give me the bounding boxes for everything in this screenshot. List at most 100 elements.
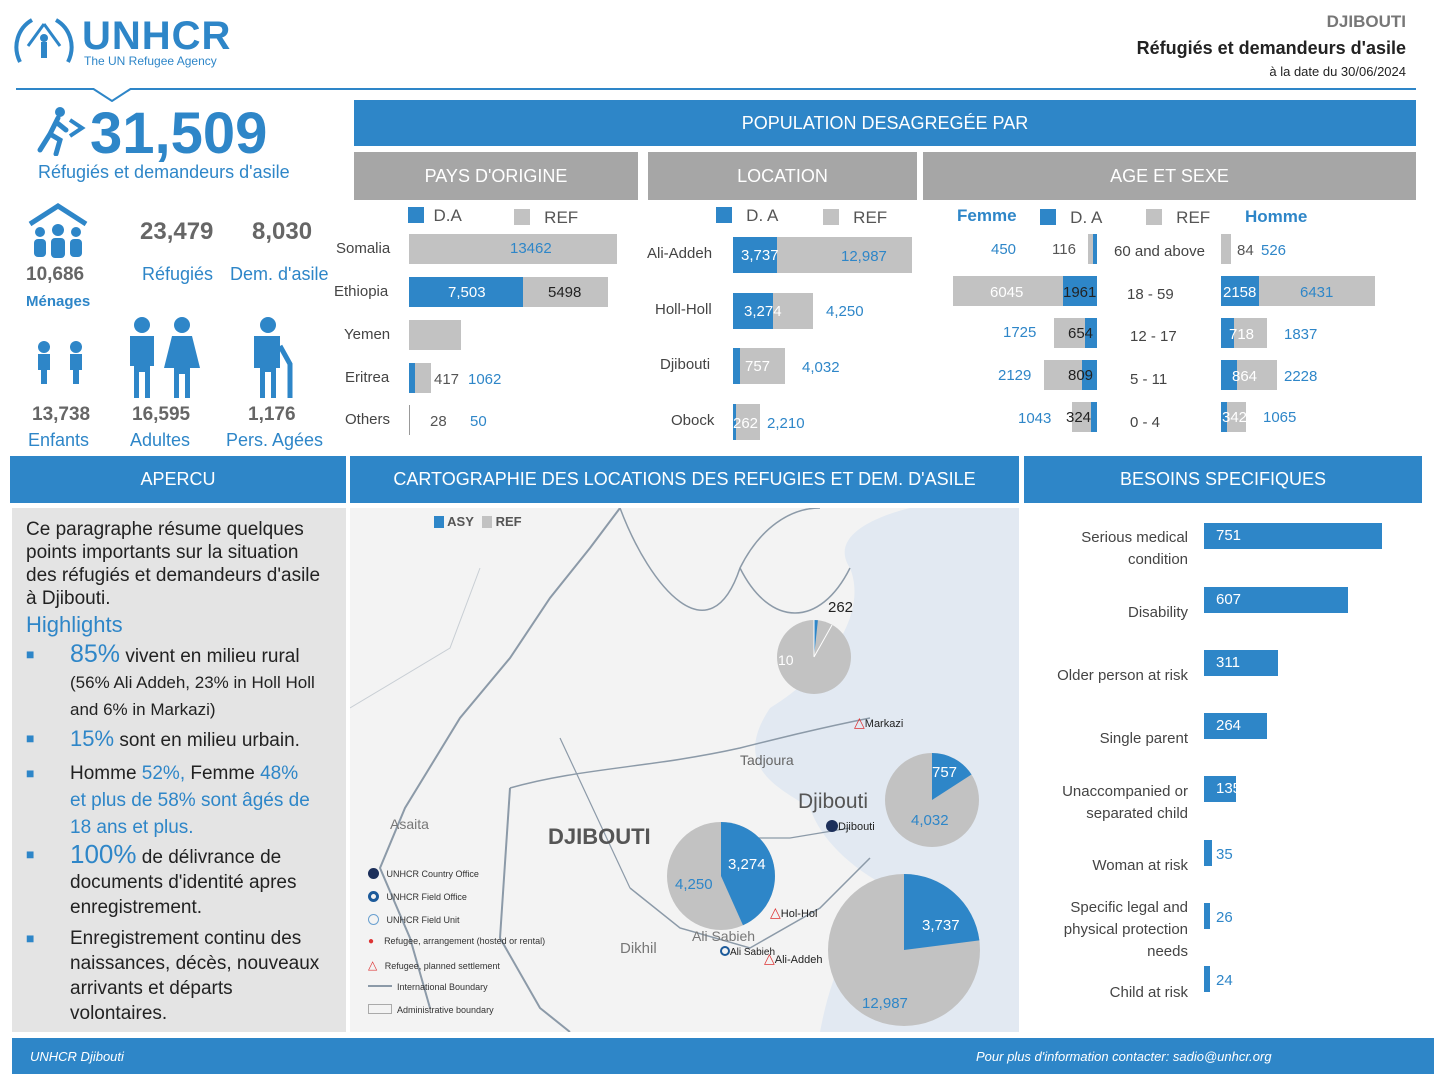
pie-djibouti-ref-label: 4,032 <box>911 812 949 829</box>
map-city-dikhil: Dikhil <box>620 940 657 957</box>
age-0-m-da-bar <box>1221 402 1227 432</box>
need-bar-older-person: 311 <box>1204 650 1278 676</box>
highlight-gender-c: Femme <box>185 763 261 784</box>
need-bar-serious-medical: 751 <box>1204 523 1382 549</box>
pie-hollholl-da-label: 3,274 <box>728 856 766 873</box>
age-12-f-ref: 1725 <box>1003 324 1037 341</box>
location-obock-ref: 2,210 <box>767 415 805 432</box>
location-aliaddeh-label: Ali-Addeh <box>647 245 713 262</box>
origin-axis <box>409 405 410 435</box>
highlight-documents-pct: 100% <box>70 839 137 869</box>
triangle-icon: △ <box>770 904 781 920</box>
age-18-m-da: 2158 <box>1223 284 1257 301</box>
map-city-tadjoura: Tadjoura <box>740 752 794 768</box>
map-legend-item: International Boundary <box>368 982 488 992</box>
highlight-rural-pct: 85% <box>70 640 121 668</box>
households-label: Ménages <box>26 293 91 310</box>
report-date: à la date du 30/06/2024 <box>1269 64 1406 79</box>
map-city-djibouti: Djibouti <box>798 790 869 813</box>
population-header: POPULATION DESAGREGÉE PAR <box>354 100 1416 146</box>
map-city-asaita: Asaita <box>390 816 429 832</box>
logo-subtitle: The UN Refugee Agency <box>84 54 217 68</box>
location-obock-da: 262 <box>733 415 759 432</box>
highlight-documents: ■ 100% de délivrance de documents d'iden… <box>26 839 332 920</box>
map-legend-item: Administrative boundary <box>368 1004 494 1015</box>
origin-ethiopia-da: 7,503 <box>448 284 486 301</box>
origin-yemen-label: Yemen <box>344 326 391 343</box>
location-djibouti-da-bar <box>733 348 740 384</box>
age-18-f-da: 1961 <box>1063 284 1097 301</box>
map-country-label: DJIBOUTI <box>548 824 651 849</box>
asylum-count: 8,030 <box>252 218 313 245</box>
triangle-icon: △ <box>764 950 775 966</box>
age-12-m-da-bar <box>1221 318 1234 348</box>
age-60-f-da-bar <box>1093 234 1097 264</box>
age-5-label: 5 - 11 <box>1130 371 1168 388</box>
map-city-alisabieh: Ali Sabieh <box>692 928 756 944</box>
age-0-f-ref-bar <box>1072 402 1091 432</box>
origin-eritrea-da: 417 <box>434 371 460 388</box>
age-legend-ref: REF <box>1146 208 1210 228</box>
location-djibouti-ref: 4,032 <box>802 359 840 376</box>
age-5-m-da-bar <box>1221 360 1237 390</box>
triangle-icon: △ <box>368 958 378 972</box>
highlight-rural-text: vivent en milieu rural <box>120 646 300 667</box>
pie-hollholl <box>667 822 775 930</box>
need-label: Serious medical condition <box>1081 529 1188 568</box>
age-12-f-ref-bar <box>1054 318 1085 348</box>
origin-somalia-ref-bar <box>409 234 617 264</box>
map-pin-holhol: △Hol-Hol <box>770 904 818 920</box>
pie-djibouti <box>885 753 979 847</box>
age-5-f-da: 809 <box>1068 367 1094 384</box>
bullet-icon: ■ <box>26 846 35 862</box>
age-18-f-da-bar <box>1063 276 1097 306</box>
highlight-rural-detail: (56% Ali Addeh, 23% in Holl Holl and 6% … <box>70 673 315 719</box>
need-label: Single parent <box>1099 730 1188 747</box>
age-60-f-ref-bar <box>1088 234 1093 264</box>
age-18-m-ref: 6431 <box>1300 284 1334 301</box>
age-18-m-da-bar <box>1221 276 1259 306</box>
field-unit-icon <box>368 914 379 925</box>
age-18-f-ref: 6045 <box>990 284 1024 301</box>
map-pin-djibouti: Djibouti <box>826 820 875 833</box>
location-obock-ref-bar <box>736 404 760 440</box>
apercu-intro: Ce paragraphe résume quelques points imp… <box>26 519 321 609</box>
origin-ethiopia-ref: 5498 <box>548 284 582 301</box>
need-bar-unaccompanied: 135 <box>1204 776 1236 802</box>
need-label: Child at risk <box>1109 984 1188 1001</box>
line-icon <box>368 985 392 987</box>
origin-eritrea-ref: 1062 <box>468 371 502 388</box>
highlight-urban-text: sont en milieu urbain. <box>114 730 300 751</box>
origin-ethiopia-ref-bar <box>523 277 608 307</box>
age-5-f-da-bar <box>1082 360 1097 390</box>
need-label: Specific legal and physical protection n… <box>1063 899 1188 960</box>
header-divider <box>16 88 1416 90</box>
location-djibouti-ref-bar <box>740 348 785 384</box>
need-value: 35 <box>1216 846 1233 863</box>
need-bar-woman-risk <box>1204 840 1212 866</box>
location-legend-ref: REF <box>823 208 887 228</box>
need-bar-legal-protection <box>1204 903 1210 929</box>
need-label: Woman at risk <box>1092 857 1188 874</box>
origin-ethiopia-label: Ethiopia <box>334 283 389 300</box>
bullet-icon: ■ <box>26 730 35 746</box>
refugees-count: 23,479 <box>140 218 214 245</box>
highlight-rural: ■ 85% vivent en milieu rural (56% Ali Ad… <box>26 640 332 723</box>
need-bar-child-risk <box>1204 966 1210 992</box>
map-panel: ASY REF DJIBOUTI Djibouti Tadjoura Asait… <box>350 508 1019 1032</box>
origin-eritrea-label: Eritrea <box>345 369 390 386</box>
need-bar-disability: 607 <box>1204 587 1348 613</box>
age-12-m-da: 718 <box>1229 326 1255 343</box>
divider-notch <box>92 88 132 102</box>
age-5-m-ref-bar <box>1237 360 1277 390</box>
age-60-m-bar <box>1221 234 1231 264</box>
highlight-registration-text: Enregistrement continu des naissances, d… <box>70 928 320 1024</box>
age-legend-femme: Femme <box>957 206 1017 225</box>
location-hollholl-da-bar <box>733 293 773 329</box>
asylum-label: Dem. d'asile <box>230 264 329 284</box>
need-value: 26 <box>1216 909 1233 926</box>
origin-legend-ref: REF <box>514 208 578 228</box>
footer-contact-link[interactable]: Pour plus d'information contacter: sadio… <box>976 1049 1272 1064</box>
map-legend-box: UNHCR Country Office UNHCR Field Office … <box>368 868 568 1028</box>
origin-yemen-ref-bar <box>409 320 461 350</box>
